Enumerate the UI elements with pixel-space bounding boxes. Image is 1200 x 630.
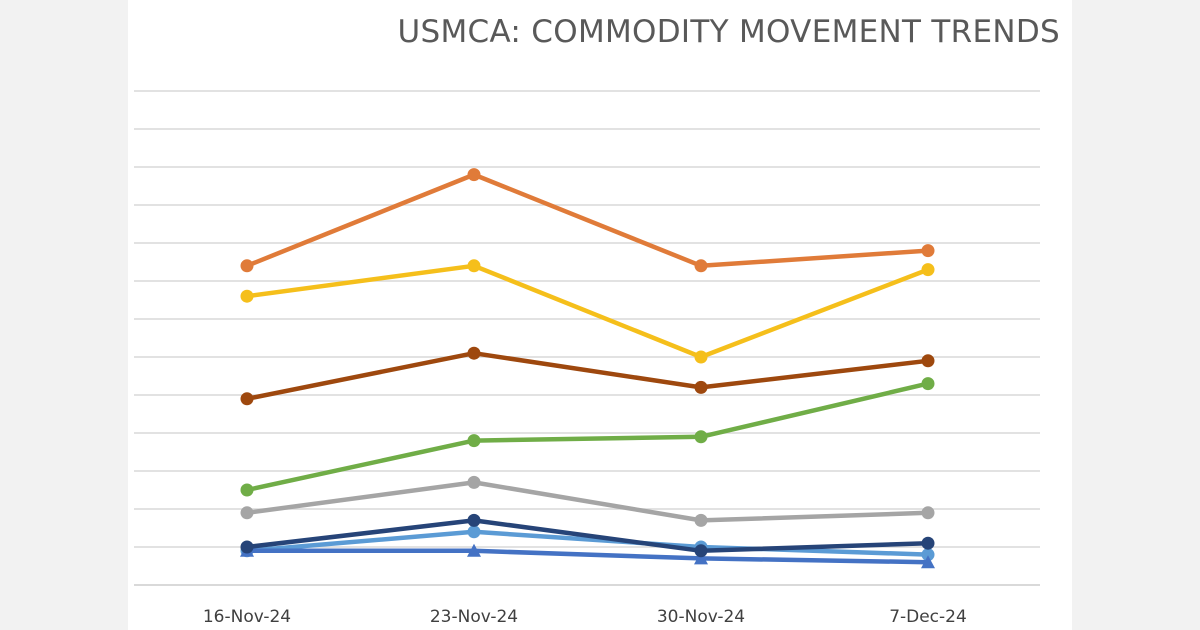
- data-point: [694, 430, 708, 444]
- data-point: [240, 506, 254, 520]
- data-point: [240, 259, 254, 273]
- series-line-1: [246, 263, 929, 360]
- data-point: [467, 543, 481, 557]
- series-line-4: [246, 480, 929, 523]
- data-point: [921, 263, 935, 277]
- data-point: [694, 551, 708, 565]
- data-point: [467, 168, 481, 182]
- series-line-3: [246, 381, 929, 493]
- data-point: [694, 544, 708, 558]
- series-line-5: [246, 529, 929, 557]
- data-point: [694, 380, 708, 394]
- chart-title: USMCA: COMMODITY MOVEMENT TRENDS: [397, 14, 1060, 50]
- data-point: [694, 513, 708, 527]
- series-line-7: [246, 518, 929, 554]
- data-point: [240, 289, 254, 303]
- data-point: [467, 525, 481, 539]
- data-point: [921, 506, 935, 520]
- series-line-6: [247, 548, 929, 565]
- data-point: [921, 244, 935, 258]
- data-point: [240, 392, 254, 406]
- series-line-2: [246, 350, 929, 402]
- data-point: [467, 346, 481, 360]
- data-point: [467, 434, 481, 448]
- data-point: [240, 483, 254, 497]
- data-point: [921, 548, 935, 562]
- data-point: [467, 513, 481, 527]
- data-point: [921, 536, 935, 550]
- x-tick-label: 7-Dec-24: [889, 607, 967, 627]
- data-point: [921, 354, 935, 368]
- series-line-0: [246, 172, 929, 269]
- data-point: [921, 377, 935, 391]
- data-point: [240, 540, 254, 554]
- x-tick-label: 16-Nov-24: [203, 607, 291, 627]
- data-point: [694, 350, 708, 364]
- data-point: [694, 259, 708, 273]
- data-point: [921, 555, 935, 569]
- data-point: [467, 475, 481, 489]
- data-point: [467, 259, 481, 273]
- x-tick-label: 30-Nov-24: [657, 607, 745, 627]
- x-tick-label: 23-Nov-24: [430, 607, 518, 627]
